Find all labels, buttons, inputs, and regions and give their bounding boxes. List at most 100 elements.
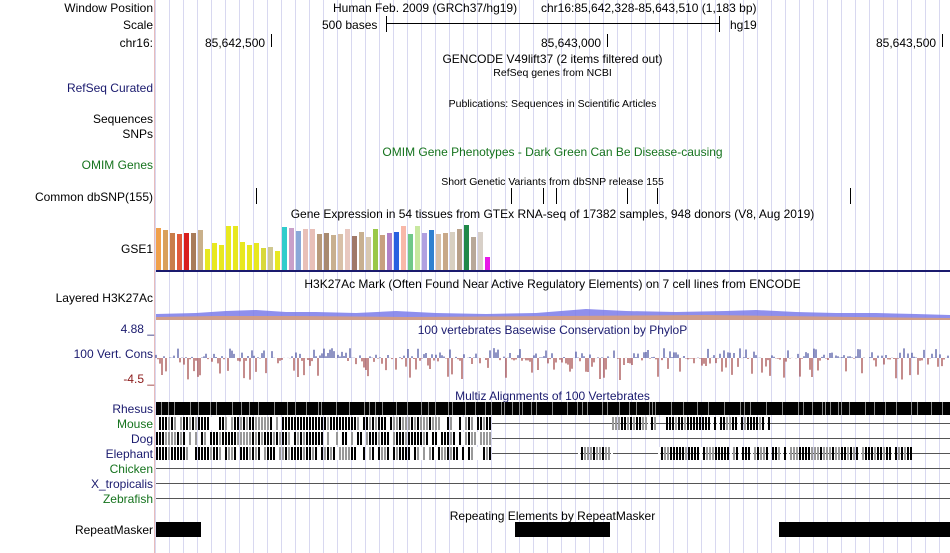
gtex-tissue-bar[interactable] <box>205 249 210 270</box>
position-value: chr16:85,642,328-85,643,510 (1,183 bp) <box>541 1 757 15</box>
gtex-tissue-bar[interactable] <box>184 233 189 270</box>
tick-label-1: 85,642,500 <box>205 36 266 50</box>
gtex-tissue-bar[interactable] <box>450 232 455 270</box>
multiz-track-title: Multiz Alignments of 100 Vertebrates <box>455 389 650 403</box>
snps-label[interactable]: SNPs <box>122 127 153 141</box>
gtex-tissue-bar[interactable] <box>324 233 329 270</box>
gtex-bar-chart[interactable] <box>156 222 950 272</box>
gtex-tissue-bar[interactable] <box>359 232 364 270</box>
gtex-tissue-bar[interactable] <box>191 233 196 270</box>
gtex-tissue-bar[interactable] <box>422 233 427 270</box>
species-elephant-label[interactable]: Elephant <box>105 447 153 461</box>
repeatmasker-label[interactable]: RepeatMasker <box>74 523 153 537</box>
gtex-tissue-bar[interactable] <box>338 234 343 270</box>
scale-label: Scale <box>122 18 153 32</box>
track-grid-lines <box>155 0 950 553</box>
chrom-label: chr16: <box>119 36 153 50</box>
gencode-track-title: GENCODE V49lift37 (2 items filtered out) <box>442 52 663 66</box>
species-xtropicalis-label[interactable]: X_tropicalis <box>90 477 153 491</box>
gtex-tissue-bar[interactable] <box>471 237 476 270</box>
species-dog-label[interactable]: Dog <box>130 432 153 446</box>
gtex-tissue-bar[interactable] <box>163 230 168 270</box>
gtex-tissue-bar[interactable] <box>212 243 217 270</box>
gtex-tissue-bar[interactable] <box>464 225 469 270</box>
phylop-max-label: 4.88 _ <box>120 322 154 336</box>
gtex-tissue-bar[interactable] <box>268 247 273 270</box>
gtex-tissue-bar[interactable] <box>289 228 294 270</box>
phylop-label[interactable]: 100 Vert. Cons <box>73 347 153 361</box>
h3k27ac-signal[interactable] <box>156 300 950 320</box>
tick-label-3: 85,643,500 <box>876 36 937 50</box>
gtex-tissue-bar[interactable] <box>240 242 245 270</box>
multiz-alignments[interactable] <box>156 401 950 501</box>
position-text[interactable]: chr16:85,642,328-85,643,510 (1,183 bp) <box>541 1 757 15</box>
refseq-track-title: RefSeq genes from NCBI <box>493 67 612 79</box>
species-zebrafish-label[interactable]: Zebrafish <box>102 492 153 506</box>
species-chicken-label[interactable]: Chicken <box>109 462 153 476</box>
gtex-tissue-bar[interactable] <box>366 237 371 270</box>
gtex-tissue-bar[interactable] <box>429 230 434 270</box>
tick-mark-2 <box>607 34 608 47</box>
gtex-tissue-bar[interactable] <box>352 236 357 270</box>
gtex-tissue-bar[interactable] <box>261 248 266 270</box>
gtex-baseline <box>156 270 950 272</box>
dbsnp-label[interactable]: Common dbSNP(155) <box>34 190 153 204</box>
gtex-tissue-bar[interactable] <box>394 232 399 270</box>
assembly-text: Human Feb. 2009 (GRCh37/hg19) <box>333 1 518 15</box>
gtex-tissue-bar[interactable] <box>282 227 287 270</box>
scale-bar <box>386 16 720 32</box>
tick-label-2: 85,643,000 <box>541 36 602 50</box>
publications-track-title: Publications: Sequences in Scientific Ar… <box>448 98 657 110</box>
phylop-signal[interactable] <box>155 330 950 386</box>
repeatmasker-track-title: Repeating Elements by RepeatMasker <box>449 509 656 523</box>
gtex-tissue-bar[interactable] <box>457 229 462 270</box>
gtex-tissue-bar[interactable] <box>415 226 420 270</box>
gtex-tissue-bar[interactable] <box>387 233 392 270</box>
omim-track-title: OMIM Gene Phenotypes - Dark Green Can Be… <box>382 145 723 159</box>
phylop-min-label: -4.5 _ <box>123 372 154 386</box>
db-text: hg19 <box>730 18 757 32</box>
gtex-tissue-bar[interactable] <box>380 235 385 270</box>
dbsnp-variants[interactable] <box>0 188 950 204</box>
gtex-tissue-bar[interactable] <box>408 234 413 270</box>
gtex-tissue-bar[interactable] <box>436 234 441 270</box>
gtex-tissue-bar[interactable] <box>226 226 231 270</box>
gtex-tissue-bar[interactable] <box>478 232 483 270</box>
repeatmasker-elements[interactable] <box>0 522 950 537</box>
gtex-tissue-bar[interactable] <box>233 226 238 270</box>
gtex-tissue-bar[interactable] <box>443 233 448 270</box>
species-rhesus-label[interactable]: Rhesus <box>112 402 153 416</box>
h3k27ac-label[interactable]: Layered H3K27Ac <box>55 291 153 305</box>
label-divider <box>154 0 155 553</box>
gtex-tissue-bar[interactable] <box>170 233 175 270</box>
gtex-tissue-bar[interactable] <box>317 234 322 270</box>
gtex-tissue-bar[interactable] <box>345 229 350 270</box>
gtex-tissue-bar[interactable] <box>254 243 259 270</box>
gtex-tissue-bar[interactable] <box>331 235 336 270</box>
track-label-column <box>0 0 154 553</box>
window-position-label: Window Position <box>64 1 153 15</box>
gtex-tissue-bar[interactable] <box>198 230 203 270</box>
gtex-tissue-bar[interactable] <box>373 229 378 270</box>
scale-text: 500 bases <box>322 18 378 32</box>
dbsnp-track-title: Short Genetic Variants from dbSNP releas… <box>441 176 664 188</box>
gtex-tissue-bar[interactable] <box>247 245 252 270</box>
omim-genes-label[interactable]: OMIM Genes <box>81 158 153 172</box>
gtex-tissue-bar[interactable] <box>401 226 406 270</box>
gtex-tissue-bar[interactable] <box>310 229 315 270</box>
gtex-tissue-bar[interactable] <box>275 251 280 270</box>
gtex-tissue-bar[interactable] <box>296 231 301 270</box>
tick-mark-1 <box>271 34 272 47</box>
refseq-curated-label[interactable]: RefSeq Curated <box>66 81 153 95</box>
species-mouse-label[interactable]: Mouse <box>116 417 153 431</box>
gtex-tissue-bar[interactable] <box>177 234 182 270</box>
gtex-tissue-bar[interactable] <box>303 229 308 270</box>
sequences-label[interactable]: Sequences <box>92 112 153 126</box>
tick-mark-3 <box>942 34 943 47</box>
gtex-tissue-bar[interactable] <box>156 228 161 270</box>
gtex-tissue-bar[interactable] <box>219 245 224 270</box>
gtex-tissue-bar[interactable] <box>485 257 490 270</box>
gtex-gse1-label[interactable]: GSE1 <box>120 242 153 256</box>
gtex-track-title: Gene Expression in 54 tissues from GTEx … <box>290 207 815 221</box>
